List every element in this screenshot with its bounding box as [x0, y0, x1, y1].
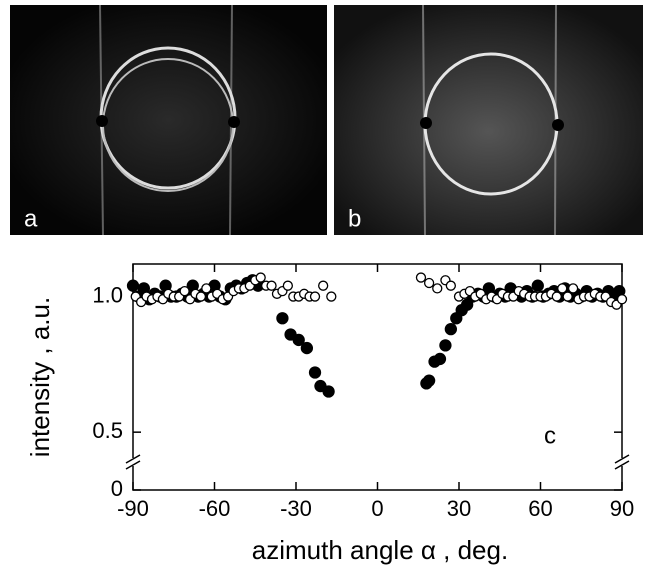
x-tick-label: 90	[610, 496, 634, 521]
y-tick-label: 1.0	[92, 282, 123, 307]
data-point	[255, 272, 266, 283]
data-point	[422, 374, 436, 387]
data-point	[433, 352, 447, 366]
axis-break	[125, 454, 141, 464]
x-tick-label: 60	[528, 496, 552, 521]
data-point	[432, 283, 443, 294]
data-point	[616, 294, 628, 305]
axis-break	[614, 460, 630, 470]
data-point	[326, 291, 337, 302]
data-point	[195, 291, 207, 302]
data-point	[282, 280, 294, 291]
panel-label: a	[24, 205, 38, 232]
data-point	[300, 341, 314, 355]
data-point	[308, 366, 322, 379]
data-point	[445, 280, 457, 291]
data-point	[292, 333, 305, 347]
image-b: b	[334, 4, 643, 236]
data-point	[562, 291, 573, 302]
data-point	[266, 280, 277, 291]
data-point	[179, 285, 190, 297]
data-point	[322, 385, 335, 398]
image-a: a	[10, 4, 327, 236]
data-point	[415, 272, 427, 283]
data-point	[439, 339, 452, 352]
axis-break	[614, 454, 630, 464]
y-tick-label: 0	[111, 476, 123, 501]
data-point	[444, 322, 458, 336]
axis-break-gap	[126, 458, 140, 466]
x-tick-label: 0	[371, 496, 383, 521]
data-point	[567, 283, 579, 294]
panel-label: b	[348, 205, 361, 232]
data-point	[201, 283, 212, 294]
x-tick-label: -30	[280, 496, 312, 521]
data-point	[531, 279, 544, 292]
panel-label: c	[544, 422, 556, 449]
data-point	[276, 312, 289, 325]
data-point	[318, 280, 329, 291]
x-tick-label: -90	[117, 496, 149, 521]
data-point	[126, 279, 140, 292]
axis-break	[125, 460, 141, 470]
data-point	[551, 291, 562, 302]
x-axis-label: azimuth angle α , deg.	[252, 535, 508, 565]
y-tick-label: 0.5	[92, 418, 123, 443]
x-tick-label: 30	[447, 496, 471, 521]
data-point	[423, 277, 435, 289]
y-axis-label: intensity , a.u.	[25, 297, 55, 457]
x-tick-label: -60	[199, 496, 231, 521]
axis-break-gap	[615, 458, 629, 466]
data-point	[557, 283, 568, 294]
data-point	[309, 291, 321, 302]
